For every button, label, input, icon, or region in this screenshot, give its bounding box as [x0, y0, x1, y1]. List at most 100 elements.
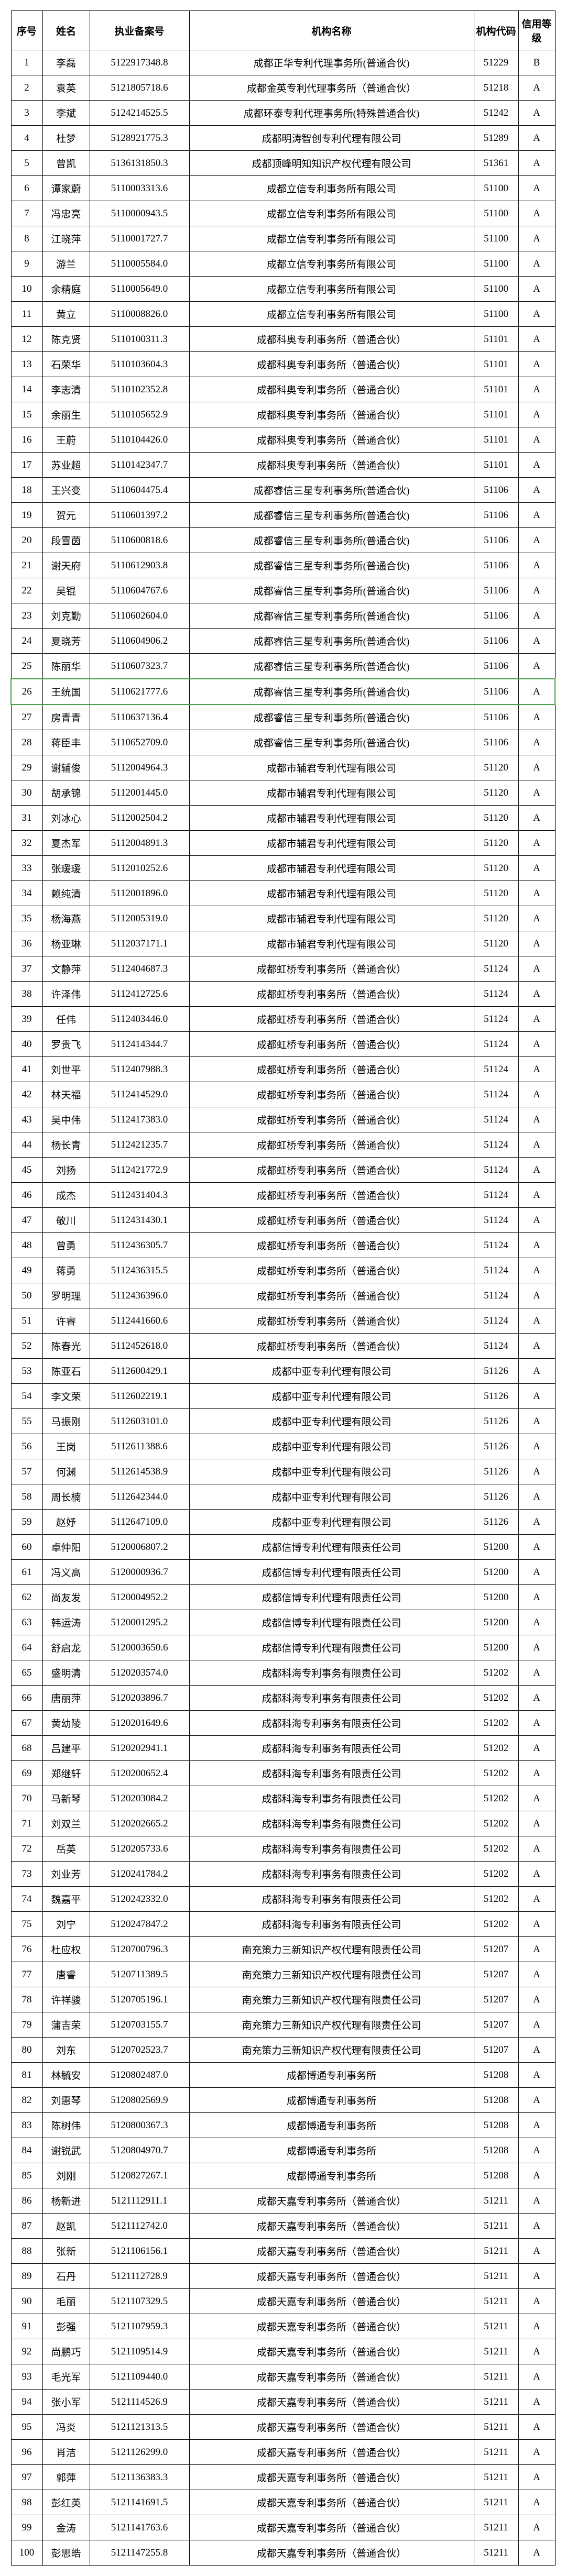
cell-name: 夏杰军	[42, 831, 90, 856]
cell-org: 成都正华专利代理事务所(普通合伙)	[189, 50, 474, 75]
cell-code: 51211	[474, 2465, 518, 2490]
cell-name: 魏嘉平	[42, 1887, 90, 1912]
cell-license: 5112412725.6	[90, 982, 189, 1007]
header-license: 执业备案号	[90, 11, 189, 50]
cell-org: 成都立信专利事务所有限公司	[189, 277, 474, 302]
cell-license: 5120802487.0	[90, 2063, 189, 2088]
cell-code: 51106	[474, 578, 518, 603]
cell-code: 51211	[474, 2540, 518, 2566]
cell-org: 成都天嘉专利事务所（普通合伙）	[189, 2490, 474, 2515]
cell-license: 5121106156.1	[90, 2239, 189, 2264]
cell-seq: 36	[11, 931, 42, 956]
cell-grade: A	[518, 2038, 555, 2063]
table-row: 49蒋勇5112436315.5成都虹桥专利事务所（普通合伙）51124A	[11, 1258, 555, 1283]
cell-code: 51106	[474, 654, 518, 679]
cell-grade: A	[518, 2088, 555, 2113]
cell-name: 张新	[42, 2239, 90, 2264]
cell-grade: A	[518, 453, 555, 478]
cell-code: 51126	[474, 1409, 518, 1434]
cell-seq: 27	[11, 704, 42, 730]
cell-license: 5112614538.9	[90, 1459, 189, 1484]
cell-grade: A	[518, 2188, 555, 2214]
cell-org: 成都科海专利事务有限责任公司	[189, 1811, 474, 1836]
table-row: 74魏嘉平5120242332.0成都科海专利事务有限责任公司51202A	[11, 1887, 555, 1912]
cell-org: 成都虹桥专利事务所（普通合伙）	[189, 1258, 474, 1283]
table-row: 13石荣华5110103604.3成都科奥专利事务所（普通合伙）51101A	[11, 352, 555, 377]
cell-name: 刘克勤	[42, 603, 90, 629]
cell-org: 成都天嘉专利事务所（普通合伙）	[189, 2465, 474, 2490]
cell-org: 成都立信专利事务所有限公司	[189, 302, 474, 327]
cell-license: 5110652709.0	[90, 730, 189, 755]
cell-org: 成都信博专利代理有限责任公司	[189, 1535, 474, 1560]
table-row: 94张小军5121114526.9成都天嘉专利事务所（普通合伙）51211A	[11, 2390, 555, 2415]
cell-license: 5110000943.5	[90, 201, 189, 226]
cell-grade: A	[518, 176, 555, 201]
cell-name: 谢锐武	[42, 2138, 90, 2163]
cell-grade: A	[518, 327, 555, 352]
cell-seq: 34	[11, 881, 42, 906]
cell-code: 51126	[474, 1384, 518, 1409]
cell-org: 成都虹桥专利事务所（普通合伙）	[189, 1208, 474, 1233]
cell-org: 成都立信专利事务所有限公司	[189, 201, 474, 226]
cell-license: 5121147255.8	[90, 2540, 189, 2566]
cell-org: 成都科海专利事务有限责任公司	[189, 1887, 474, 1912]
cell-seq: 65	[11, 1660, 42, 1686]
cell-seq: 35	[11, 906, 42, 931]
cell-seq: 15	[11, 402, 42, 427]
cell-code: 51101	[474, 352, 518, 377]
cell-license: 5121109440.0	[90, 2364, 189, 2390]
cell-name: 夏晓芳	[42, 629, 90, 654]
cell-code: 51101	[474, 453, 518, 478]
cell-grade: A	[518, 302, 555, 327]
table-row: 9游兰5110005584.0成都立信专利事务所有限公司51100A	[11, 251, 555, 277]
cell-org: 成都中亚专利代理有限公司	[189, 1359, 474, 1384]
cell-name: 金涛	[42, 2515, 90, 2540]
table-row: 69郑继轩5120200652.4成都科海专利事务有限责任公司51202A	[11, 1761, 555, 1786]
cell-code: 51211	[474, 2214, 518, 2239]
cell-name: 蒲吉荣	[42, 2012, 90, 2038]
cell-code: 51120	[474, 856, 518, 881]
cell-org: 成都科海专利事务有限责任公司	[189, 1686, 474, 1711]
cell-grade: A	[518, 755, 555, 780]
cell-grade: A	[518, 226, 555, 251]
cell-name: 毛丽	[42, 2289, 90, 2314]
cell-grade: A	[518, 1082, 555, 1107]
table-row: 77唐睿5120711389.5南充策力三新知识产权代理有限责任公司51207A	[11, 1962, 555, 1987]
cell-grade: A	[518, 1912, 555, 1937]
cell-org: 成都市辅君专利代理有限公司	[189, 780, 474, 806]
cell-license: 5112414529.0	[90, 1082, 189, 1107]
table-row: 84谢锐武5120804970.7成都博通专利事务所51208A	[11, 2138, 555, 2163]
table-body: 1李磊5122917348.8成都正华专利代理事务所(普通合伙)51229B2袁…	[11, 50, 555, 2566]
cell-name: 王蔚	[42, 427, 90, 453]
cell-seq: 44	[11, 1132, 42, 1158]
table-row: 46成杰5112431404.3成都虹桥专利事务所（普通合伙）51124A	[11, 1183, 555, 1208]
cell-name: 苏业超	[42, 453, 90, 478]
cell-name: 张小军	[42, 2390, 90, 2415]
table-row: 26王统国5110621777.6成都睿信三星专利事务所(普通合伙)51106A	[11, 679, 555, 704]
cell-license: 5110600818.6	[90, 528, 189, 553]
cell-grade: A	[518, 679, 555, 704]
cell-org: 成都睿信三星专利事务所(普通合伙)	[189, 553, 474, 578]
cell-name: 谭家蔚	[42, 176, 90, 201]
cell-grade: A	[518, 2339, 555, 2364]
cell-org: 成都中亚专利代理有限公司	[189, 1510, 474, 1535]
table-row: 2袁英5121805718.6成都金英专利代理事务所（普通合伙）51218A	[11, 75, 555, 101]
cell-code: 51218	[474, 75, 518, 101]
table-row: 21谢天府5110612903.8成都睿信三星专利事务所(普通合伙)51106A	[11, 553, 555, 578]
cell-name: 马振刚	[42, 1409, 90, 1434]
cell-seq: 78	[11, 1987, 42, 2012]
cell-grade: A	[518, 1560, 555, 1585]
cell-code: 51124	[474, 982, 518, 1007]
cell-name: 曾勇	[42, 1233, 90, 1258]
table-row: 41刘世平5112407988.3成都虹桥专利事务所（普通合伙）51124A	[11, 1057, 555, 1082]
cell-seq: 33	[11, 856, 42, 881]
cell-code: 51120	[474, 831, 518, 856]
cell-grade: A	[518, 1032, 555, 1057]
cell-org: 成都明涛智创专利代理有限公司	[189, 126, 474, 151]
cell-name: 陈丽华	[42, 654, 90, 679]
cell-seq: 46	[11, 1183, 42, 1208]
cell-seq: 16	[11, 427, 42, 453]
table-row: 5曾凯5136131850.3成都顶峰明知知识产权代理有限公司51361A	[11, 151, 555, 176]
table-row: 22吴锟5110604767.6成都睿信三星专利事务所(普通合伙)51106A	[11, 578, 555, 603]
cell-license: 5121141691.5	[90, 2490, 189, 2515]
